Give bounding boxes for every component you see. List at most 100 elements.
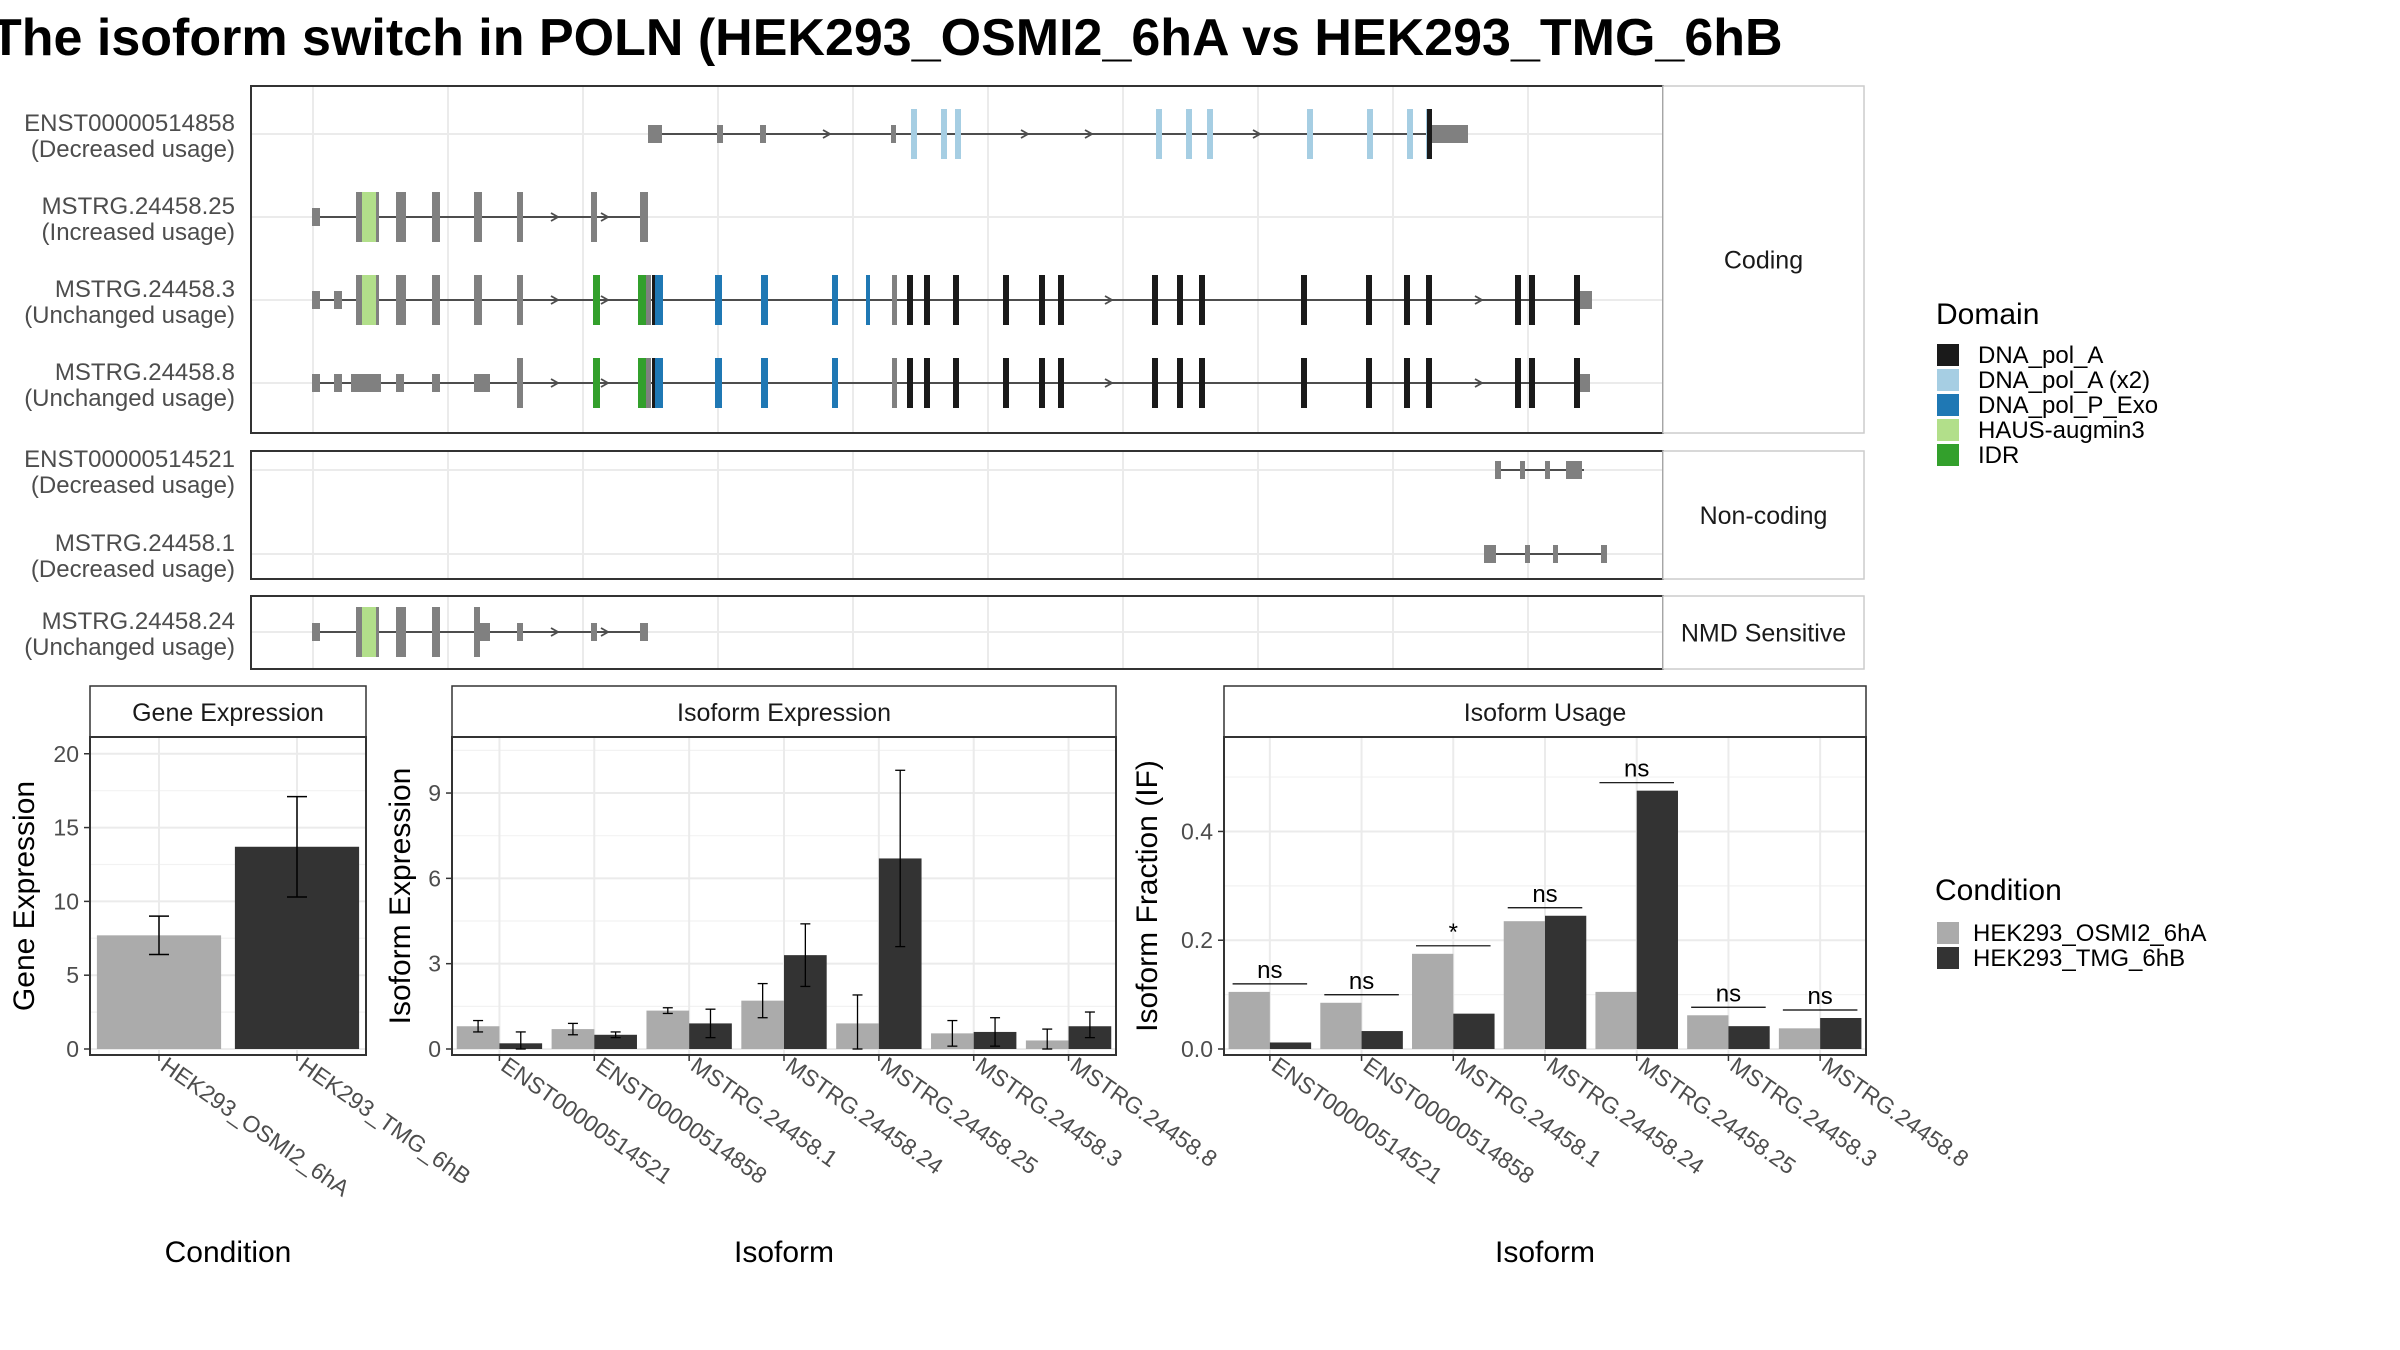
- exon: [1307, 109, 1313, 159]
- exon: [362, 192, 376, 242]
- transcript-enst00000514858: [648, 109, 1468, 159]
- bar-hek293-tmg-6hb-mstrg-24458-24: [1545, 915, 1587, 1049]
- exon: [312, 623, 320, 641]
- transcript-mstrg-24458-1: [1484, 545, 1607, 563]
- exon: [1426, 358, 1432, 408]
- y-tick-label: 0: [66, 1036, 79, 1062]
- x-tick-label: MSTRG.24458.25: [876, 1052, 1043, 1180]
- exon: [1301, 275, 1307, 325]
- exon: [362, 275, 376, 325]
- exon: [334, 291, 342, 309]
- isoform-usage-label: (Unchanged usage): [24, 385, 235, 412]
- exon: [593, 358, 600, 408]
- exon: [362, 607, 376, 657]
- exon: [832, 358, 838, 408]
- bar-hek293-tmg-6hb-enst00000514521: [1269, 1042, 1312, 1049]
- y-tick-label: 3: [428, 951, 441, 977]
- x-tick-label: MSTRG.24458.24: [1542, 1052, 1709, 1180]
- strand-arrow: [822, 129, 832, 139]
- exon: [1003, 275, 1009, 325]
- isoform-usage-label: (Decreased usage): [31, 472, 235, 499]
- exon: [1574, 358, 1580, 408]
- exon: [1427, 109, 1432, 159]
- transcript-mstrg-24458-3: [312, 275, 1592, 325]
- bar-hek293-tmg-6hb-mstrg-24458-25: [1636, 790, 1678, 1049]
- exon: [1545, 461, 1550, 479]
- isoform-usage-label: (Unchanged usage): [24, 302, 235, 329]
- exon: [1152, 275, 1158, 325]
- exon: [715, 358, 722, 408]
- facet-strip-label: NMD Sensitive: [1681, 620, 1846, 648]
- gene-expression-panel: Gene Expression05101520HEK293_OSMI2_6hAH…: [8, 685, 476, 1269]
- exon: [892, 275, 897, 325]
- exon: [640, 623, 648, 641]
- exon: [517, 623, 523, 641]
- strand-arrow: [600, 295, 610, 305]
- exon: [356, 275, 362, 325]
- significance-label: ns: [1257, 957, 1282, 984]
- strand-arrow: [550, 212, 560, 222]
- legend-label-hek293-tmg-6hb: HEK293_TMG_6hB: [1973, 945, 2185, 972]
- strand-arrow: [550, 378, 560, 388]
- significance-label: ns: [1716, 980, 1741, 1007]
- exon: [396, 192, 406, 242]
- exon: [480, 623, 490, 641]
- isoform-usage-label: (Increased usage): [42, 219, 235, 246]
- exon: [1156, 109, 1162, 159]
- isoform-expression-panel: Isoform Expression 0 3 6 9 ENST00000514521ENS…: [384, 685, 1222, 1269]
- bar-hek293-tmg-6hb-enst00000514858: [594, 1034, 637, 1049]
- isoform-structure-panel: Coding Non-coding NMD Sensitive ENST0000051…: [24, 85, 1865, 670]
- exon: [1566, 461, 1582, 479]
- legend-label-dna-pol-a: DNA_pol_A: [1978, 342, 2103, 369]
- exon: [832, 275, 838, 325]
- facet-strip: [1662, 450, 1865, 580]
- bar-hek293-tmg-6hb-enst00000514858: [1361, 1031, 1403, 1049]
- panel-title: Isoform Expression: [677, 699, 891, 727]
- x-tick-label: ENST00000514521: [497, 1052, 677, 1189]
- strand-arrow: [1104, 295, 1114, 305]
- isoform-label-mstrg-24458-25: MSTRG.24458.25: [42, 193, 235, 220]
- exon: [761, 275, 768, 325]
- exon: [474, 275, 482, 325]
- exon: [1407, 109, 1413, 159]
- exon: [892, 358, 897, 408]
- bar-hek293-osmi2-6ha-mstrg-24458-3: [1687, 1015, 1729, 1049]
- bar-hek293-tmg-6hb-mstrg-24458-1: [1453, 1013, 1495, 1049]
- x-tick-label: MSTRG.24458.24: [781, 1052, 948, 1180]
- exon: [376, 275, 379, 325]
- y-tick-label: 6: [428, 865, 441, 891]
- exon: [955, 109, 961, 159]
- legend-label-dna-pol-a-x2: DNA_pol_A (x2): [1978, 367, 2150, 394]
- exon: [646, 358, 651, 408]
- strand-arrow: [600, 627, 610, 637]
- exon: [1058, 358, 1064, 408]
- bar-hek293-osmi2-6ha-mstrg-24458-25: [1595, 991, 1637, 1049]
- exon: [891, 125, 896, 143]
- transcript-mstrg-24458-8: [312, 358, 1590, 408]
- legend-key-hek293-osmi2-6ha: [1937, 922, 1959, 944]
- bar-hek293-osmi2-6ha-mstrg-24458-24: [1503, 921, 1545, 1049]
- exon: [1207, 109, 1213, 159]
- exon: [1003, 358, 1009, 408]
- y-axis-title: Isoform Expression: [384, 768, 417, 1025]
- exon: [1177, 358, 1183, 408]
- exon: [1553, 545, 1558, 563]
- exon: [640, 192, 648, 242]
- exon: [1601, 545, 1607, 563]
- figure-title: The isoform switch in POLN (HEK293_OSMI2…: [0, 9, 1783, 67]
- panel-title: Gene Expression: [132, 699, 324, 727]
- exon: [356, 607, 362, 657]
- exon: [432, 374, 440, 392]
- x-tick-label: MSTRG.24458.25: [1634, 1052, 1801, 1180]
- exon: [1484, 545, 1496, 563]
- bar-hek293-tmg-6hb-mstrg-24458-8: [1820, 1018, 1862, 1049]
- exon: [312, 208, 320, 226]
- exon: [1515, 358, 1521, 408]
- exon: [655, 358, 663, 408]
- panel-border: [89, 736, 367, 1056]
- transcript-mstrg-24458-25: [312, 192, 648, 242]
- exon: [924, 358, 930, 408]
- significance-label: *: [1449, 919, 1458, 946]
